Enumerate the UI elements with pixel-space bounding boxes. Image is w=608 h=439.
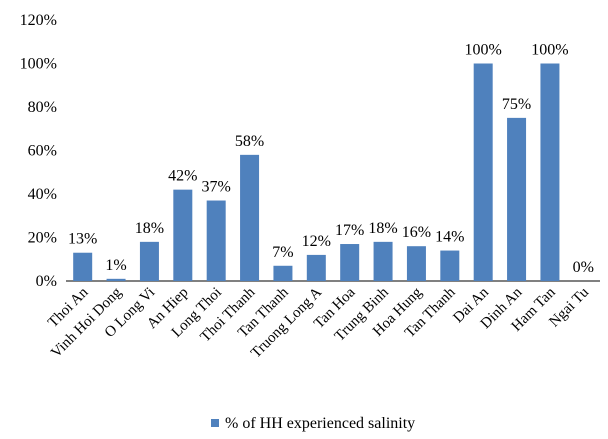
data-label: 37%: [202, 179, 231, 196]
bar: [373, 241, 393, 281]
data-label: 100%: [531, 42, 568, 59]
data-label: 7%: [272, 244, 293, 261]
data-label: 18%: [135, 220, 164, 237]
y-tick-label: 40%: [28, 186, 57, 203]
y-tick-label: 0%: [36, 273, 57, 290]
y-tick-label: 100%: [20, 56, 57, 73]
data-label: 18%: [368, 220, 397, 237]
bar: [240, 154, 260, 281]
data-label: 14%: [435, 229, 464, 246]
data-label: 16%: [402, 224, 431, 241]
data-label: 13%: [68, 231, 97, 248]
legend-label: % of HH experienced salinity: [225, 415, 415, 432]
bar: [206, 200, 226, 281]
data-label: 0%: [573, 259, 594, 276]
y-tick-label: 60%: [28, 143, 57, 160]
data-label: 1%: [105, 257, 126, 274]
y-tick-label: 20%: [28, 230, 57, 247]
bar: [440, 250, 460, 281]
bar: [306, 254, 326, 281]
bar: [406, 246, 426, 281]
bar: [139, 241, 159, 281]
legend-swatch: [211, 419, 219, 427]
bar: [540, 63, 560, 281]
bar: [473, 63, 493, 281]
bar: [173, 189, 193, 281]
bar: [273, 265, 293, 281]
data-label: 58%: [235, 133, 264, 150]
y-tick-label: 120%: [20, 12, 57, 29]
y-tick-label: 80%: [28, 99, 57, 116]
data-label: 42%: [168, 168, 197, 185]
bar: [340, 244, 360, 281]
data-label: 100%: [465, 42, 502, 59]
data-label: 12%: [302, 233, 331, 250]
data-label: 75%: [502, 96, 531, 113]
data-label: 17%: [335, 222, 364, 239]
bar: [106, 278, 126, 281]
bar: [507, 117, 527, 281]
bar: [73, 252, 93, 281]
